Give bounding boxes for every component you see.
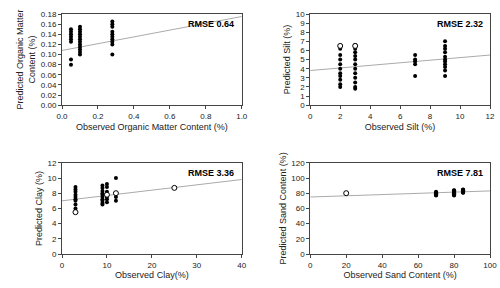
- svg-text:8: 8: [300, 28, 305, 37]
- svg-text:1.0: 1.0: [236, 112, 248, 121]
- svg-text:0.06: 0.06: [41, 71, 57, 80]
- svg-text:20: 20: [147, 261, 156, 270]
- svg-text:8: 8: [52, 189, 57, 198]
- svg-text:RMSE 7.81: RMSE 7.81: [437, 168, 483, 178]
- svg-text:Predicted Clay (%): Predicted Clay (%): [34, 171, 44, 246]
- svg-text:10: 10: [47, 174, 56, 183]
- svg-text:40: 40: [296, 219, 305, 228]
- svg-text:40: 40: [378, 261, 387, 270]
- svg-text:6: 6: [52, 204, 57, 213]
- svg-text:7: 7: [300, 37, 305, 46]
- svg-text:0.18: 0.18: [41, 10, 57, 19]
- svg-text:0.00: 0.00: [41, 101, 57, 110]
- svg-text:0.6: 0.6: [164, 112, 176, 121]
- svg-text:2: 2: [338, 112, 343, 121]
- svg-text:RMSE 0.64: RMSE 0.64: [188, 19, 234, 29]
- svg-text:0: 0: [308, 112, 313, 121]
- svg-text:0.0: 0.0: [56, 112, 68, 121]
- svg-text:0: 0: [300, 250, 305, 259]
- svg-text:10: 10: [296, 10, 305, 19]
- svg-text:Predicted Sand Content (%): Predicted Sand Content (%): [278, 152, 288, 264]
- svg-text:0.4: 0.4: [128, 112, 140, 121]
- svg-text:0.08: 0.08: [41, 60, 57, 69]
- svg-text:8: 8: [428, 112, 433, 121]
- svg-text:100: 100: [291, 174, 305, 183]
- svg-text:1: 1: [300, 92, 305, 101]
- svg-text:12: 12: [47, 159, 56, 168]
- svg-text:4: 4: [52, 219, 57, 228]
- svg-text:20: 20: [342, 261, 351, 270]
- svg-text:0: 0: [60, 261, 65, 270]
- svg-text:Observed Clay(%): Observed Clay(%): [115, 270, 189, 280]
- svg-text:0: 0: [300, 101, 305, 110]
- svg-text:3: 3: [300, 74, 305, 83]
- svg-text:Observed Silt (%): Observed Silt (%): [365, 122, 436, 132]
- svg-text:0.02: 0.02: [41, 91, 57, 100]
- svg-text:100: 100: [483, 261, 497, 270]
- svg-text:Predicted Silt (%): Predicted Silt (%): [282, 25, 292, 95]
- svg-text:0.8: 0.8: [200, 112, 212, 121]
- svg-text:120: 120: [291, 159, 305, 168]
- svg-text:0.14: 0.14: [41, 30, 57, 39]
- svg-text:6: 6: [398, 112, 403, 121]
- svg-text:60: 60: [414, 261, 423, 270]
- svg-text:30: 30: [192, 261, 201, 270]
- svg-text:0: 0: [52, 250, 57, 259]
- svg-text:40: 40: [237, 261, 246, 270]
- svg-text:Predicted Organic MatterConten: Predicted Organic MatterContent (%): [15, 10, 37, 110]
- svg-text:80: 80: [450, 261, 459, 270]
- svg-text:2: 2: [52, 235, 57, 244]
- svg-text:4: 4: [368, 112, 373, 121]
- svg-text:9: 9: [300, 19, 305, 28]
- svg-text:Observed Organic Matter Conten: Observed Organic Matter Content (%): [76, 122, 228, 132]
- svg-text:10: 10: [456, 112, 465, 121]
- svg-text:Observed Sand Content (%): Observed Sand Content (%): [344, 270, 457, 280]
- svg-text:0.16: 0.16: [41, 20, 57, 29]
- svg-text:20: 20: [296, 235, 305, 244]
- svg-text:6: 6: [300, 46, 305, 55]
- svg-text:4: 4: [300, 65, 305, 74]
- svg-text:80: 80: [296, 189, 305, 198]
- svg-text:0.2: 0.2: [92, 112, 104, 121]
- svg-text:RMSE 2.32: RMSE 2.32: [437, 19, 483, 29]
- svg-text:0.12: 0.12: [41, 40, 57, 49]
- svg-text:10: 10: [102, 261, 111, 270]
- svg-text:RMSE 3.36: RMSE 3.36: [188, 168, 234, 178]
- svg-text:60: 60: [296, 204, 305, 213]
- svg-text:12: 12: [486, 112, 495, 121]
- svg-text:0: 0: [308, 261, 313, 270]
- svg-text:2: 2: [300, 83, 305, 92]
- svg-text:0.04: 0.04: [41, 81, 57, 90]
- svg-text:5: 5: [300, 55, 305, 64]
- svg-text:0.10: 0.10: [41, 50, 57, 59]
